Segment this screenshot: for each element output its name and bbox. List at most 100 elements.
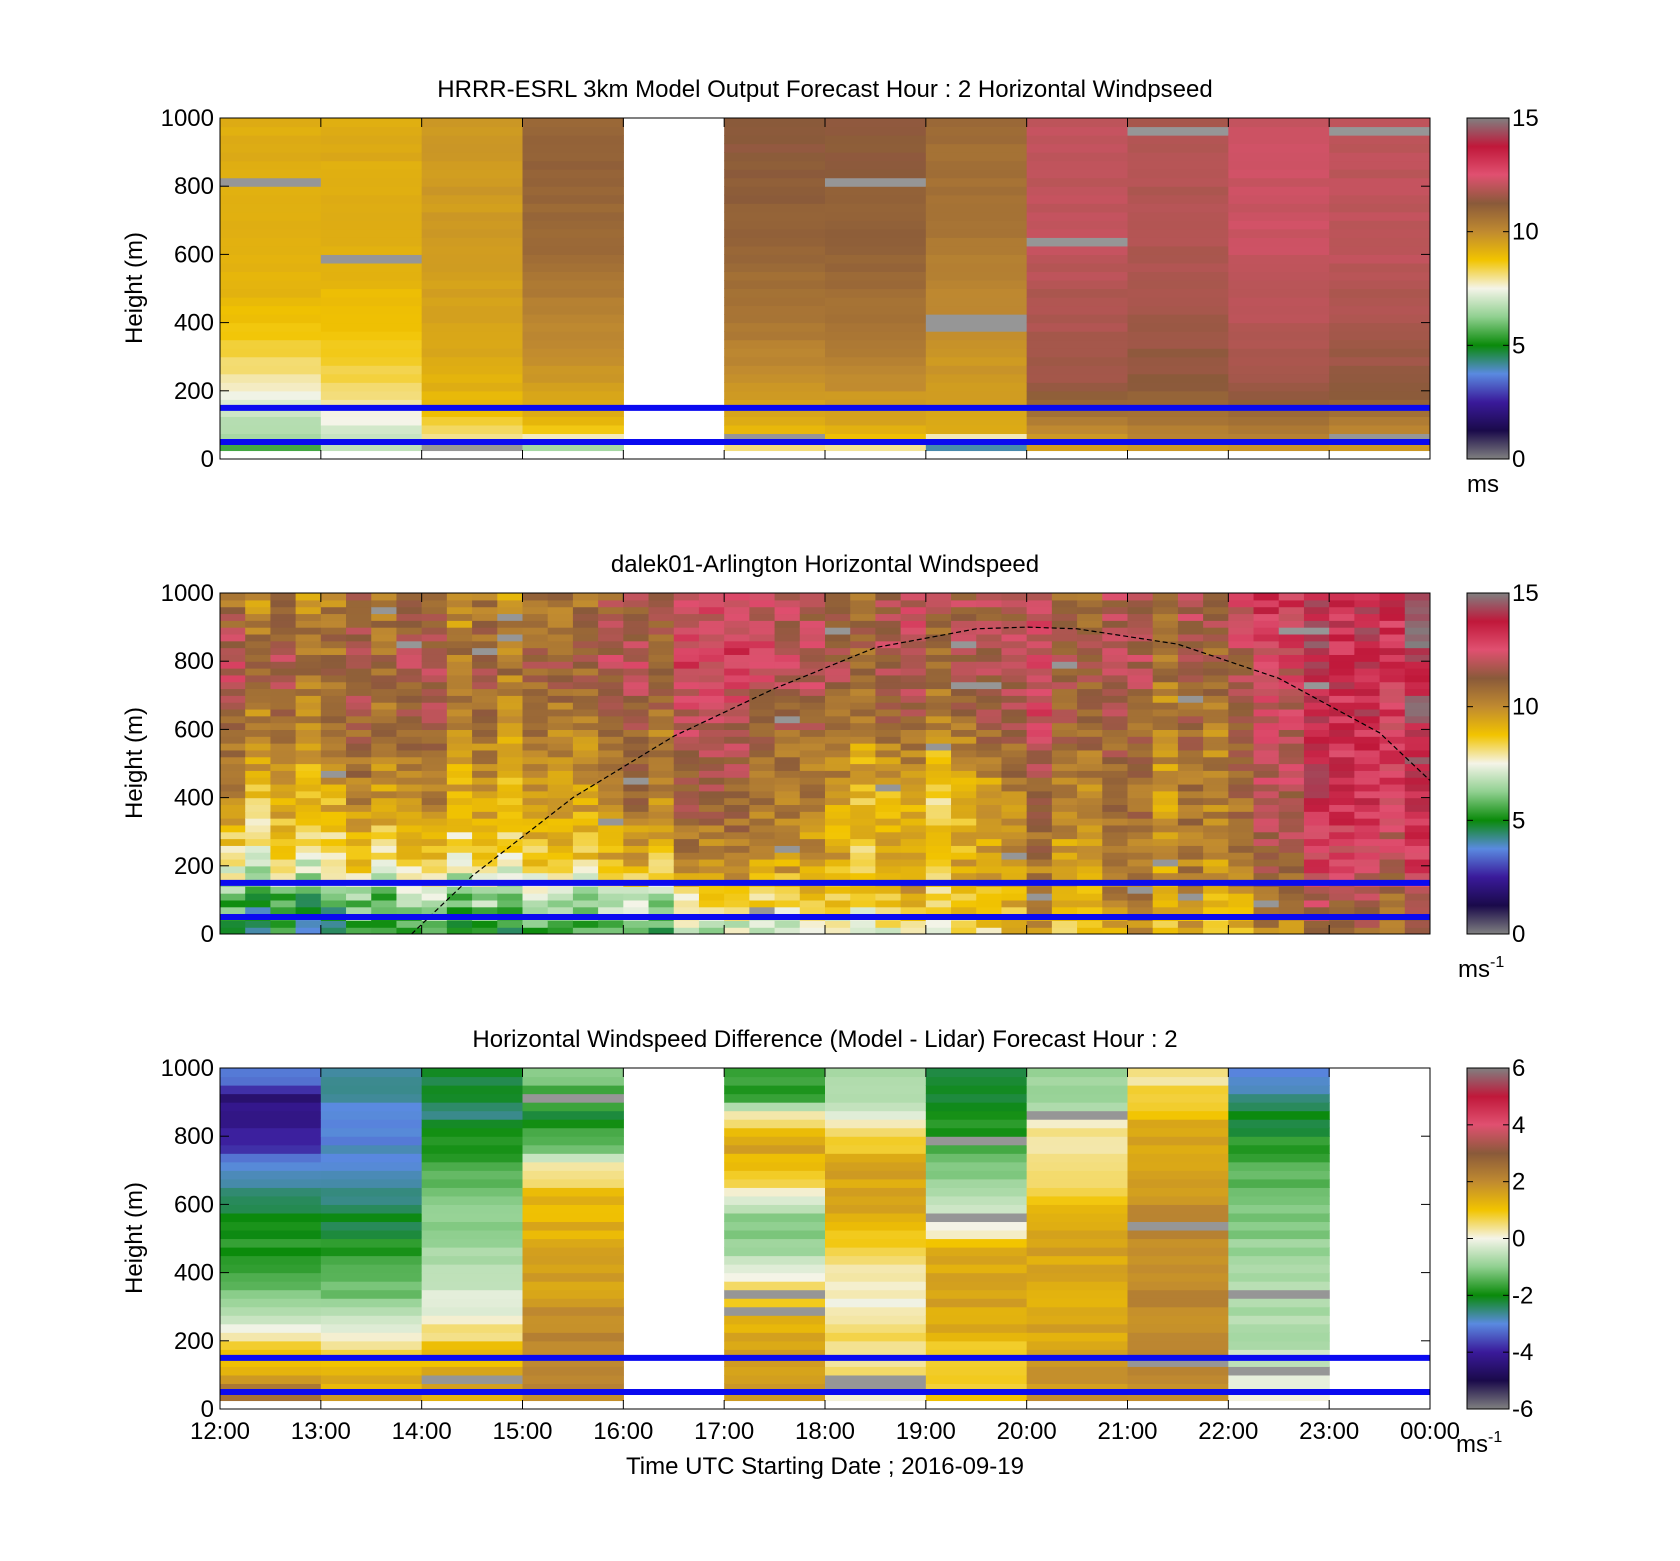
heatmap-cell bbox=[925, 186, 1028, 196]
heatmap-cell bbox=[774, 695, 801, 703]
heatmap-cell bbox=[749, 661, 776, 669]
heatmap-cell bbox=[421, 668, 448, 676]
heatmap-cell bbox=[472, 865, 498, 874]
heatmap-cell bbox=[1354, 777, 1381, 785]
heatmap-cell bbox=[623, 708, 650, 717]
heatmap-cell bbox=[976, 668, 1003, 676]
heatmap-cell bbox=[1253, 613, 1280, 621]
heatmap-cell bbox=[320, 1289, 423, 1299]
heatmap-cell bbox=[371, 756, 398, 765]
heatmap-cell bbox=[522, 331, 624, 341]
heatmap-cell bbox=[320, 1178, 423, 1188]
heatmap-cell bbox=[774, 852, 801, 860]
heatmap-cell bbox=[1127, 1187, 1229, 1197]
heatmap-cell bbox=[1051, 858, 1078, 867]
heatmap-cell bbox=[1379, 790, 1406, 799]
heatmap-cell bbox=[1001, 654, 1028, 662]
heatmap-cell bbox=[220, 722, 246, 730]
heatmap-cell bbox=[875, 749, 902, 758]
heatmap-cell bbox=[320, 1187, 423, 1197]
heatmap-cell bbox=[1303, 838, 1330, 846]
heatmap-cell bbox=[522, 661, 549, 669]
heatmap-cell bbox=[825, 279, 927, 290]
heatmap-cell bbox=[472, 593, 498, 601]
heatmap-cell bbox=[1051, 736, 1078, 744]
heatmap-cell bbox=[1329, 245, 1430, 255]
panel-difference: Horizontal Windspeed Difference (Model -… bbox=[121, 1026, 1533, 1480]
heatmap-cell bbox=[825, 1264, 927, 1274]
heatmap-cell bbox=[724, 654, 750, 662]
heatmap-cell bbox=[270, 899, 297, 908]
heatmap-cell bbox=[1278, 620, 1305, 628]
heatmap-cell bbox=[1152, 797, 1179, 806]
heatmap-cell bbox=[1228, 899, 1255, 908]
heatmap-cell bbox=[220, 365, 322, 375]
heatmap-cell bbox=[925, 322, 1028, 332]
heatmap-cell bbox=[925, 373, 1028, 383]
heatmap-cell bbox=[220, 1247, 322, 1257]
heatmap-cell bbox=[1127, 858, 1154, 867]
heatmap-cell bbox=[396, 593, 423, 601]
heatmap-cell bbox=[925, 1136, 1028, 1146]
heatmap-cell bbox=[724, 297, 826, 307]
panel-lidar-reference-lines bbox=[220, 879, 1430, 920]
heatmap-cell bbox=[295, 627, 322, 635]
heatmap-cell bbox=[572, 749, 599, 758]
heatmap-cell bbox=[1228, 143, 1330, 153]
heatmap-cell bbox=[1253, 852, 1280, 860]
heatmap-cell bbox=[724, 763, 750, 771]
heatmap-cell bbox=[346, 688, 372, 696]
heatmap-cell bbox=[1001, 729, 1028, 737]
heatmap-cell bbox=[522, 245, 624, 255]
heatmap-cell bbox=[1354, 893, 1381, 901]
heatmap-cell bbox=[1329, 143, 1430, 153]
heatmap-cell bbox=[875, 668, 902, 676]
heatmap-cell bbox=[673, 770, 700, 778]
heatmap-cell bbox=[320, 186, 423, 196]
heatmap-cell bbox=[825, 1119, 927, 1129]
heatmap-cell bbox=[875, 872, 902, 881]
heatmap-cell bbox=[1228, 654, 1255, 662]
heatmap-cell bbox=[497, 668, 524, 676]
heatmap-cell bbox=[421, 620, 448, 628]
heatmap-cell bbox=[825, 288, 927, 298]
heatmap-cell bbox=[925, 606, 952, 615]
heatmap-cell bbox=[522, 1315, 624, 1325]
heatmap-cell bbox=[1253, 627, 1280, 635]
heatmap-cell bbox=[673, 858, 700, 867]
heatmap-cell bbox=[371, 906, 398, 915]
heatmap-cell bbox=[825, 674, 851, 683]
heatmap-cell bbox=[724, 783, 750, 792]
heatmap-cell bbox=[1228, 177, 1330, 187]
heatmap-cell bbox=[623, 872, 650, 881]
panel-lidar-ylabel: Height (m) bbox=[121, 707, 148, 819]
heatmap-cell bbox=[825, 886, 851, 894]
heatmap-cell bbox=[925, 1272, 1028, 1282]
heatmap-cell bbox=[799, 756, 826, 765]
heatmap-cell bbox=[951, 804, 977, 812]
heatmap-cell bbox=[1228, 1212, 1330, 1223]
heatmap-cell bbox=[1253, 818, 1280, 826]
heatmap-cell bbox=[951, 688, 977, 696]
heatmap-cell bbox=[951, 681, 977, 690]
heatmap-cell bbox=[698, 804, 725, 812]
heatmap-cell bbox=[925, 824, 952, 833]
heatmap-cell bbox=[421, 382, 524, 392]
heatmap-cell bbox=[371, 777, 398, 785]
heatmap-cell bbox=[825, 339, 927, 349]
heatmap-cell bbox=[472, 845, 498, 853]
heatmap-cell bbox=[1379, 872, 1406, 881]
heatmap-cell bbox=[1329, 228, 1430, 238]
heatmap-cell bbox=[976, 736, 1003, 744]
heatmap-cell bbox=[1354, 920, 1381, 928]
heatmap-cell bbox=[522, 845, 549, 853]
heatmap-cell bbox=[976, 906, 1003, 915]
heatmap-cell bbox=[1026, 1195, 1129, 1205]
heatmap-cell bbox=[1228, 831, 1255, 840]
heatmap-cell bbox=[1253, 715, 1280, 724]
heatmap-cell bbox=[724, 356, 826, 366]
heatmap-cell bbox=[245, 640, 272, 649]
heatmap-cell bbox=[220, 681, 246, 690]
heatmap-cell bbox=[900, 688, 927, 696]
heatmap-cell bbox=[1404, 845, 1430, 853]
